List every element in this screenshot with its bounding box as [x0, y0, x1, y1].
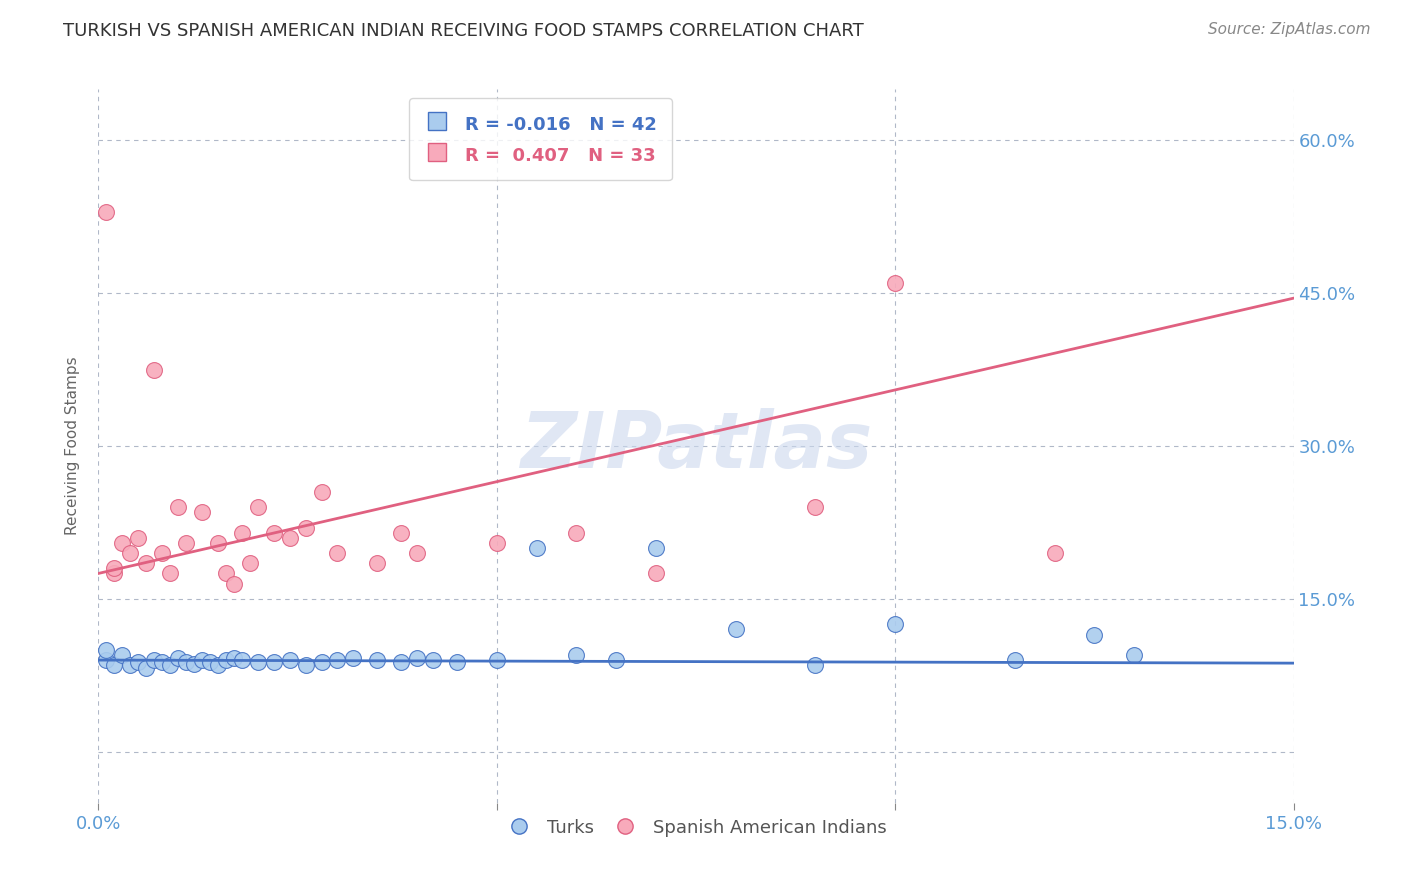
Point: [246, 500, 269, 515]
Point: [174, 536, 197, 550]
Point: [103, 566, 125, 581]
Point: [884, 276, 907, 290]
Point: [1043, 546, 1066, 560]
Point: [645, 566, 668, 581]
Point: [159, 658, 181, 673]
Point: [103, 658, 125, 673]
Point: [1083, 627, 1105, 641]
Point: [565, 525, 588, 540]
Point: [215, 566, 238, 581]
Point: [111, 536, 134, 550]
Point: [311, 484, 333, 499]
Point: [366, 653, 388, 667]
Point: [222, 576, 245, 591]
Point: [183, 657, 205, 672]
Point: [143, 362, 166, 376]
Point: [111, 648, 134, 662]
Point: [263, 655, 285, 669]
Point: [174, 655, 197, 669]
Point: [159, 566, 181, 581]
Point: [294, 520, 316, 534]
Point: [150, 655, 173, 669]
Point: [207, 536, 229, 550]
Point: [342, 651, 364, 665]
Point: [406, 651, 429, 665]
Point: [326, 546, 349, 560]
Point: [389, 525, 412, 540]
Point: [565, 648, 588, 662]
Point: [127, 531, 149, 545]
Point: [366, 556, 388, 570]
Point: [103, 561, 125, 575]
Point: [422, 653, 444, 667]
Point: [485, 536, 508, 550]
Y-axis label: Receiving Food Stamps: Receiving Food Stamps: [65, 357, 80, 535]
Point: [191, 505, 214, 519]
Point: [389, 655, 412, 669]
Point: [1123, 648, 1146, 662]
Point: [167, 651, 190, 665]
Point: [724, 623, 747, 637]
Point: [278, 653, 301, 667]
Point: [96, 643, 118, 657]
Point: [231, 525, 253, 540]
Point: [526, 541, 548, 555]
Point: [135, 556, 157, 570]
Point: [150, 546, 173, 560]
Point: [278, 531, 301, 545]
Point: [263, 525, 285, 540]
Point: [127, 655, 149, 669]
Point: [120, 546, 142, 560]
Point: [804, 500, 827, 515]
Point: [645, 541, 668, 555]
Point: [222, 651, 245, 665]
Point: [96, 204, 118, 219]
Point: [198, 655, 221, 669]
Point: [207, 658, 229, 673]
Point: [120, 658, 142, 673]
Point: [191, 653, 214, 667]
Point: [406, 546, 429, 560]
Point: [96, 653, 118, 667]
Point: [485, 653, 508, 667]
Point: [143, 653, 166, 667]
Text: Source: ZipAtlas.com: Source: ZipAtlas.com: [1208, 22, 1371, 37]
Point: [167, 500, 190, 515]
Point: [246, 655, 269, 669]
Point: [231, 653, 253, 667]
Point: [215, 653, 238, 667]
Point: [311, 655, 333, 669]
Point: [446, 655, 468, 669]
Point: [1004, 653, 1026, 667]
Point: [239, 556, 262, 570]
Legend: Turks, Spanish American Indians: Turks, Spanish American Indians: [498, 812, 894, 844]
Point: [804, 658, 827, 673]
Text: TURKISH VS SPANISH AMERICAN INDIAN RECEIVING FOOD STAMPS CORRELATION CHART: TURKISH VS SPANISH AMERICAN INDIAN RECEI…: [63, 22, 865, 40]
Point: [326, 653, 349, 667]
Point: [605, 653, 627, 667]
Point: [135, 661, 157, 675]
Point: [294, 658, 316, 673]
Text: ZIPatlas: ZIPatlas: [520, 408, 872, 484]
Point: [884, 617, 907, 632]
